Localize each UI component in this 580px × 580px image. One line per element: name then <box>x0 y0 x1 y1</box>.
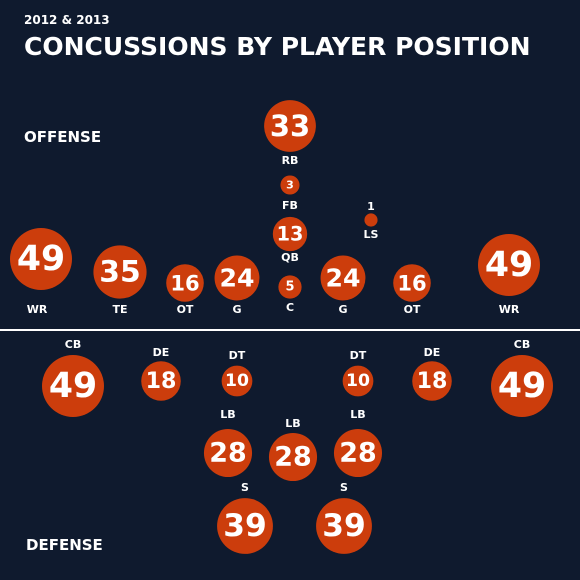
defense-value-lb: 28 <box>339 438 376 469</box>
offense-value-ls: 1 <box>367 200 375 213</box>
defense-label-lb: LB <box>285 417 300 430</box>
defense-value-lb: 28 <box>274 442 311 473</box>
offense-label-g: G <box>338 303 347 316</box>
defense-label-de: DE <box>424 346 441 359</box>
defense-bubble-cb <box>42 355 104 417</box>
defense-value-dt: 10 <box>346 371 370 391</box>
offense-bubble-te <box>93 245 147 299</box>
offense-value-te: 35 <box>99 255 140 290</box>
offense-value-ot: 16 <box>170 271 199 296</box>
defense-bubble-lb <box>268 432 318 482</box>
chart-subtitle: 2012 & 2013 <box>24 13 110 27</box>
defense-bubble-cb <box>491 355 553 417</box>
offense-value-wr: 49 <box>17 239 65 279</box>
offense-value-g: 24 <box>220 264 255 293</box>
defense-label-cb: CB <box>65 338 81 351</box>
defense-bubble-de <box>141 361 181 401</box>
defense-value-cb: 49 <box>49 366 97 406</box>
defense-label-lb: LB <box>350 408 365 421</box>
defense-label-lb: LB <box>220 408 235 421</box>
offense-bubble-rb <box>264 100 316 152</box>
offense-label-qb: QB <box>281 251 299 264</box>
defense-value-lb: 28 <box>209 438 246 469</box>
offense-label-g: G <box>232 303 241 316</box>
offense-bubble-wr <box>478 234 540 296</box>
offense-bubble-ot <box>166 264 204 302</box>
offense-bubble-c <box>278 275 302 299</box>
offense-label: OFFENSE <box>24 128 101 146</box>
defense-value-s: 39 <box>223 508 267 544</box>
defense-label-dt: DT <box>350 349 367 362</box>
offense-bubble-ls <box>364 213 378 227</box>
offense-label-ot: OT <box>404 303 421 316</box>
offense-bubble-wr <box>10 228 72 290</box>
offense-label-ot: OT <box>177 303 194 316</box>
defense-value-dt: 10 <box>225 371 249 391</box>
defense-bubble-s <box>316 498 372 554</box>
defense-bubble-dt <box>221 365 253 397</box>
offense-value-fb: 3 <box>286 179 294 192</box>
defense-value-cb: 49 <box>498 366 546 406</box>
offense-bubble-ot <box>393 264 431 302</box>
offense-label-te: TE <box>112 303 127 316</box>
offense-label-fb: FB <box>282 199 298 212</box>
offense-bubble-qb <box>272 216 308 252</box>
offense-value-g: 24 <box>326 264 361 293</box>
defense-value-s: 39 <box>322 508 366 544</box>
defense-label-de: DE <box>153 346 170 359</box>
defense-bubble-dt <box>342 365 374 397</box>
offense-label-wr: WR <box>499 303 520 316</box>
offense-value-ot: 16 <box>397 271 426 296</box>
defense-value-de: 18 <box>146 368 177 394</box>
offense-label-rb: RB <box>282 154 299 167</box>
bubble-group: 33 RB 3 FB 13 QB 5 C 1 LS 49 WR 35 TE 16 OT 24 G 24 G 16 OT 49… <box>10 100 553 554</box>
offense-label-ls: LS <box>364 228 379 241</box>
offense-value-rb: 33 <box>270 109 310 143</box>
defense-label: DEFENSE <box>26 536 103 554</box>
offense-label-wr: WR <box>27 303 48 316</box>
offense-bubble-fb <box>280 175 300 195</box>
defense-label-s: S <box>241 481 249 494</box>
chart-title: CONCUSSIONS BY PLAYER POSITION <box>24 32 531 61</box>
offense-bubble-g <box>214 255 260 301</box>
defense-label-cb: CB <box>514 338 530 351</box>
defense-label-s: S <box>340 481 348 494</box>
defense-value-de: 18 <box>417 368 448 394</box>
offense-value-wr: 49 <box>485 245 533 285</box>
defense-bubble-s <box>217 498 273 554</box>
offense-value-qb: 13 <box>277 223 304 246</box>
offense-bubble-g <box>320 255 366 301</box>
defense-bubble-de <box>412 361 452 401</box>
offense-label-c: C <box>286 301 294 314</box>
defense-bubble-lb <box>203 428 253 478</box>
defense-label-dt: DT <box>229 349 246 362</box>
defense-bubble-lb <box>333 428 383 478</box>
offense-value-c: 5 <box>285 280 294 295</box>
